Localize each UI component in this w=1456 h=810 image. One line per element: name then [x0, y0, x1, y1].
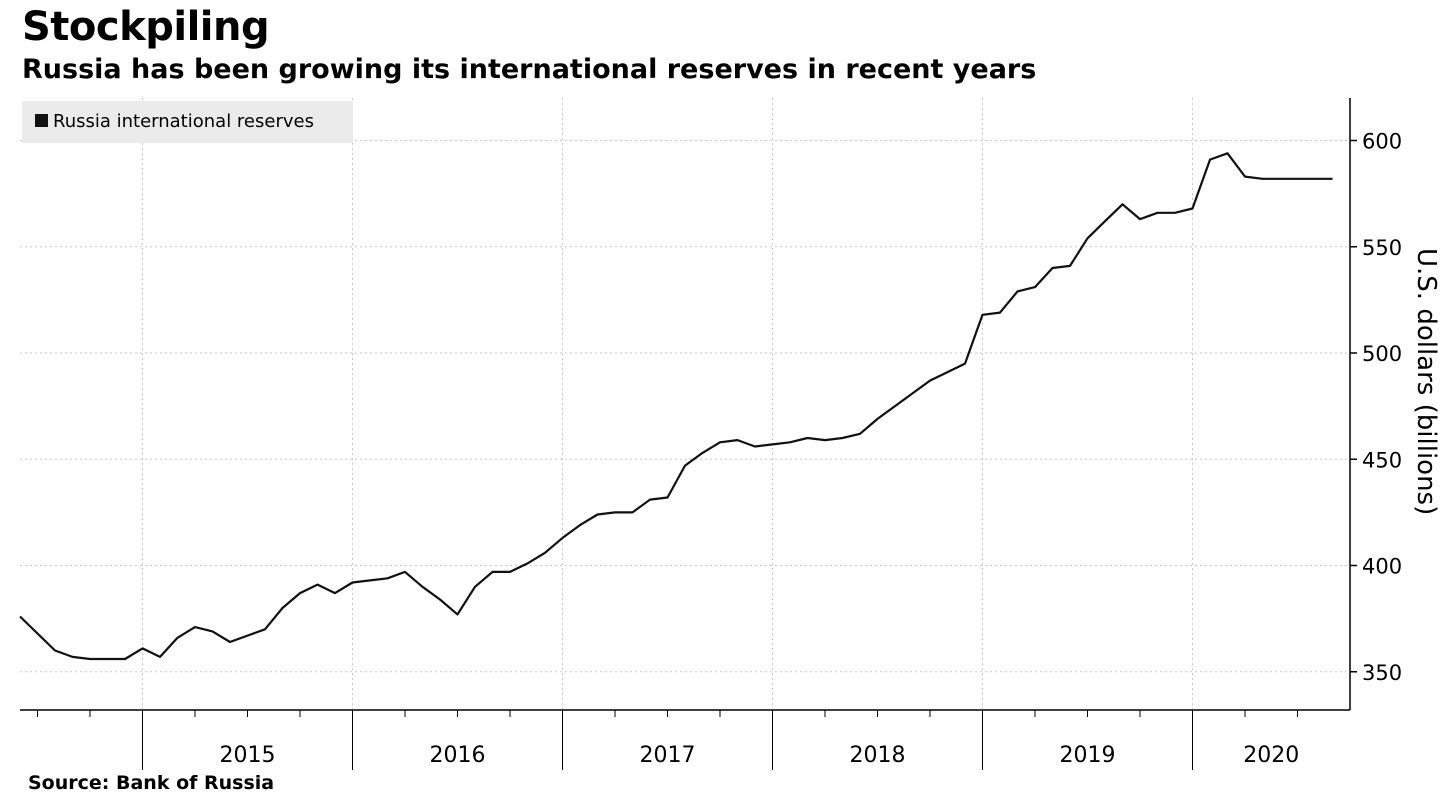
y-tick-label: 450 [1362, 448, 1402, 472]
y-tick-label: 400 [1362, 555, 1402, 579]
y-tick-label: 350 [1362, 661, 1402, 685]
legend-swatch [35, 114, 48, 127]
x-tick-label: 2016 [430, 743, 486, 768]
series-layer [19, 152, 1333, 661]
legend-label: Russia international reserves [53, 111, 314, 132]
tick-layer: 350 400 450 500 550 600 2015 2016 2017 2018 2019 20… [37, 130, 1402, 770]
x-tick-label: 2015 [220, 743, 276, 768]
y-tick-label: 550 [1362, 236, 1402, 260]
grid-layer [20, 98, 1350, 710]
x-tick-label: 2019 [1060, 743, 1116, 768]
series-line [19, 152, 1333, 661]
axis-layer [20, 98, 1351, 711]
y-axis-label: U.S. dollars (billions) [1411, 248, 1441, 515]
legend-background [22, 101, 353, 143]
x-tick-label: 2018 [850, 743, 906, 768]
x-tick-label: 2020 [1243, 743, 1299, 768]
y-tick-label: 600 [1362, 130, 1402, 154]
x-tick-label: 2017 [640, 743, 696, 768]
chart-subtitle: Russia has been growing its internationa… [22, 54, 1037, 85]
legend: Russia international reserves [22, 101, 353, 143]
y-tick-label: 500 [1362, 342, 1402, 366]
source-note: Source: Bank of Russia [28, 772, 275, 794]
chart-title: Stockpiling [22, 4, 270, 50]
